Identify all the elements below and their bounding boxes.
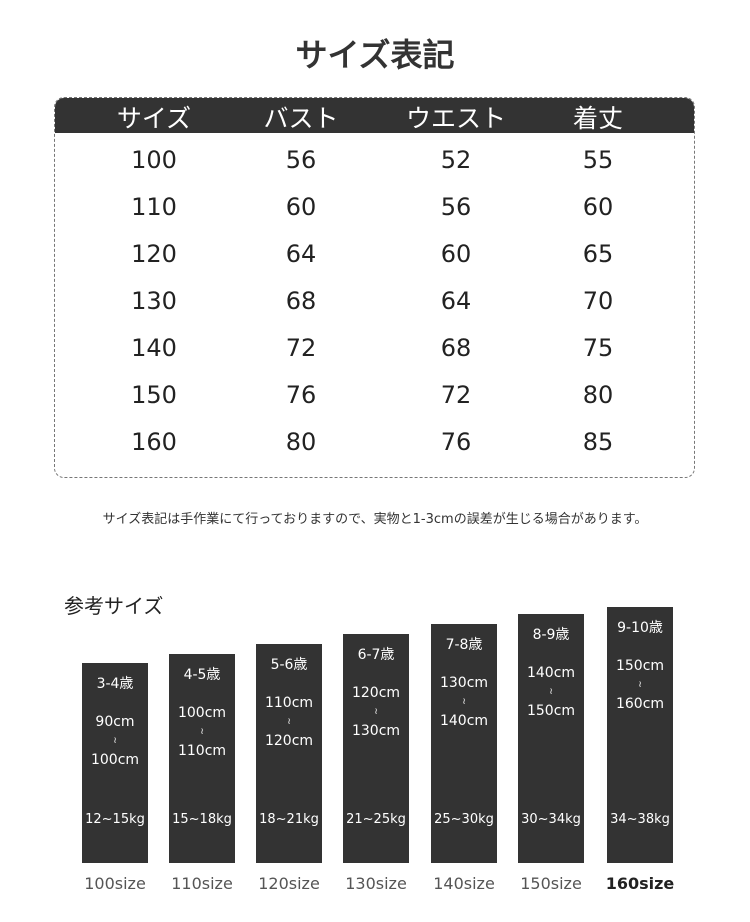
table-cell: 72 bbox=[285, 334, 317, 362]
age-label: 9-10歳 bbox=[617, 620, 663, 636]
age-label: 5-6歳 bbox=[270, 657, 308, 673]
weight-range: 21~25kg bbox=[346, 812, 406, 827]
weight-range: 25~30kg bbox=[434, 812, 494, 827]
height-max: 100cm bbox=[90, 752, 140, 768]
table-cell: 68 bbox=[440, 334, 472, 362]
table-row: 130 68 64 70 bbox=[55, 287, 694, 334]
range-separator: ≀ bbox=[200, 727, 204, 737]
size-label: 160size bbox=[605, 874, 675, 893]
size-bar: 6-7歳 120cm ≀ 130cm 21~25kg bbox=[343, 634, 409, 863]
size-label: 140size bbox=[433, 874, 495, 893]
table-row: 150 76 72 80 bbox=[55, 381, 694, 428]
range-separator: ≀ bbox=[374, 707, 378, 717]
age-label: 8-9歳 bbox=[532, 627, 570, 643]
table-cell: 120 bbox=[131, 240, 177, 268]
table-cell: 64 bbox=[285, 240, 317, 268]
size-bar: 7-8歳 130cm ≀ 140cm 25~30kg bbox=[431, 624, 497, 863]
table-cell: 80 bbox=[582, 381, 614, 409]
weight-range: 30~34kg bbox=[521, 812, 581, 827]
table-cell: 160 bbox=[131, 428, 177, 456]
table-cell: 150 bbox=[131, 381, 177, 409]
height-min: 90cm bbox=[95, 714, 135, 730]
size-label: 130size bbox=[345, 874, 407, 893]
height-max: 120cm bbox=[264, 733, 314, 749]
page-title: サイズ表記 bbox=[295, 36, 455, 74]
table-cell: 56 bbox=[440, 193, 472, 221]
weight-range: 12~15kg bbox=[85, 812, 145, 827]
height-max: 140cm bbox=[439, 713, 489, 729]
size-bar: 4-5歳 100cm ≀ 110cm 15~18kg bbox=[169, 654, 235, 863]
header-cell: バスト bbox=[263, 104, 339, 133]
table-cell: 100 bbox=[131, 146, 177, 174]
table-cell: 60 bbox=[582, 193, 614, 221]
table-cell: 130 bbox=[131, 287, 177, 315]
table-row: 160 80 76 85 bbox=[55, 428, 694, 475]
table-cell: 80 bbox=[285, 428, 317, 456]
table-cell: 60 bbox=[285, 193, 317, 221]
table-cell: 76 bbox=[285, 381, 317, 409]
height-max: 110cm bbox=[177, 743, 227, 759]
table-cell: 56 bbox=[285, 146, 317, 174]
age-label: 7-8歳 bbox=[445, 637, 483, 653]
table-cell: 55 bbox=[582, 146, 614, 174]
range-separator: ≀ bbox=[462, 697, 466, 707]
size-note: サイズ表記は手作業にて行っておりますので、実物と1-3cmの誤差が生じる場合があ… bbox=[102, 512, 648, 527]
reference-title: 参考サイズ bbox=[64, 594, 164, 618]
table-row: 140 72 68 75 bbox=[55, 334, 694, 381]
height-min: 110cm bbox=[264, 695, 314, 711]
table-cell: 52 bbox=[440, 146, 472, 174]
table-row: 120 64 60 65 bbox=[55, 240, 694, 287]
size-bar: 5-6歳 110cm ≀ 120cm 18~21kg bbox=[256, 644, 322, 863]
table-cell: 60 bbox=[440, 240, 472, 268]
table-row: 100 56 52 55 bbox=[55, 146, 694, 193]
table-row: 110 60 56 60 bbox=[55, 193, 694, 240]
header-cell: サイズ bbox=[116, 104, 192, 133]
size-label: 110size bbox=[171, 874, 233, 893]
age-label: 6-7歳 bbox=[357, 647, 395, 663]
table-cell: 72 bbox=[440, 381, 472, 409]
height-max: 150cm bbox=[526, 703, 576, 719]
range-separator: ≀ bbox=[113, 736, 117, 746]
size-label: 120size bbox=[258, 874, 320, 893]
height-min: 150cm bbox=[615, 658, 665, 674]
weight-range: 15~18kg bbox=[172, 812, 232, 827]
size-label: 150size bbox=[520, 874, 582, 893]
header-cell: ウエスト bbox=[405, 104, 506, 133]
table-header: サイズ バスト ウエスト 着丈 bbox=[55, 98, 694, 133]
size-bar: 8-9歳 140cm ≀ 150cm 30~34kg bbox=[518, 614, 584, 863]
table-cell: 64 bbox=[440, 287, 472, 315]
header-cell: 着丈 bbox=[572, 104, 623, 133]
age-label: 3-4歳 bbox=[96, 676, 134, 692]
height-min: 130cm bbox=[439, 675, 489, 691]
age-label: 4-5歳 bbox=[183, 667, 221, 683]
table-cell: 70 bbox=[582, 287, 614, 315]
weight-range: 34~38kg bbox=[610, 812, 670, 827]
table-cell: 85 bbox=[582, 428, 614, 456]
table-cell: 68 bbox=[285, 287, 317, 315]
height-min: 140cm bbox=[526, 665, 576, 681]
range-separator: ≀ bbox=[549, 687, 553, 697]
height-min: 120cm bbox=[351, 685, 401, 701]
table-cell: 75 bbox=[582, 334, 614, 362]
height-max: 130cm bbox=[351, 723, 401, 739]
weight-range: 18~21kg bbox=[259, 812, 319, 827]
size-bar: 9-10歳 150cm ≀ 160cm 34~38kg bbox=[607, 607, 673, 863]
height-max: 160cm bbox=[615, 696, 665, 712]
size-bar: 3-4歳 90cm ≀ 100cm 12~15kg bbox=[82, 663, 148, 863]
size-table: サイズ バスト ウエスト 着丈 100 56 52 55 110 60 56 60 120 64 60 65… bbox=[54, 97, 695, 478]
range-separator: ≀ bbox=[638, 680, 642, 690]
table-cell: 76 bbox=[440, 428, 472, 456]
height-min: 100cm bbox=[177, 705, 227, 721]
size-label: 100size bbox=[84, 874, 146, 893]
table-cell: 65 bbox=[582, 240, 614, 268]
table-cell: 110 bbox=[131, 193, 177, 221]
range-separator: ≀ bbox=[287, 717, 291, 727]
table-cell: 140 bbox=[131, 334, 177, 362]
